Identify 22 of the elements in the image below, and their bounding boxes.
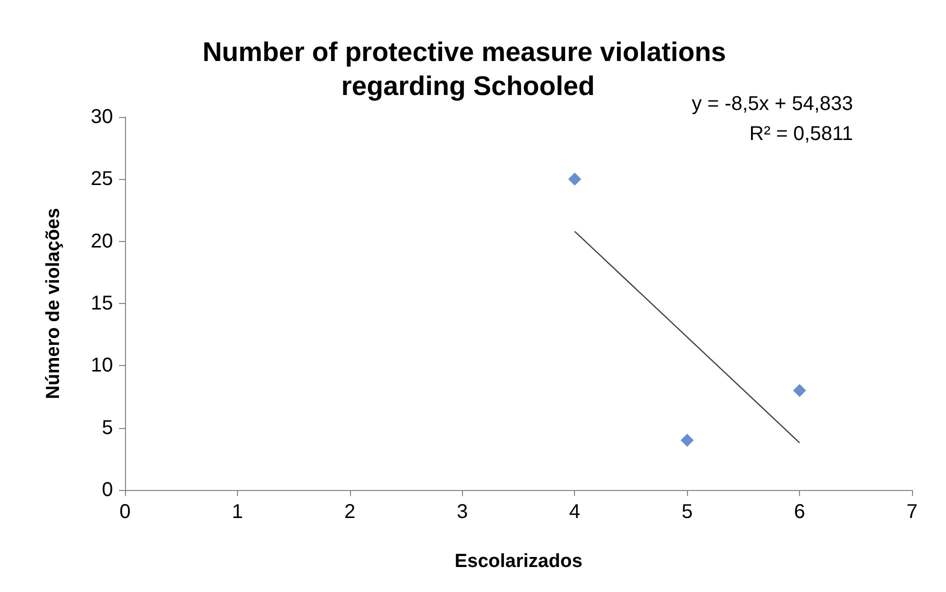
x-tick-label: 4 [569,501,580,523]
x-tick-label: 6 [794,501,806,523]
y-tick-label: 30 [90,106,113,128]
x-tick-label: 0 [119,501,131,523]
x-tick-label: 3 [456,501,468,523]
x-tick-label: 7 [906,501,918,523]
point [680,434,694,447]
y-tick-label: 20 [90,230,113,252]
y-tick-label: 25 [90,168,113,190]
x-tick-label: 5 [682,501,693,523]
x-tick-label: 1 [232,501,243,523]
y-axis-title: Número de violações [43,208,64,400]
y-tick-label: 10 [90,354,113,377]
x-tick-label: 2 [344,501,356,523]
y-tick-label: 5 [102,416,113,439]
point [568,172,582,186]
y-tick-label: 0 [102,479,113,501]
x-axis-title: Escolarizados [454,551,582,572]
y-tick-label: 15 [90,292,113,314]
point [793,384,806,398]
annotation: R² = 0,5811 [749,123,854,145]
text: y = -8,5x + 54,833 [692,93,854,115]
